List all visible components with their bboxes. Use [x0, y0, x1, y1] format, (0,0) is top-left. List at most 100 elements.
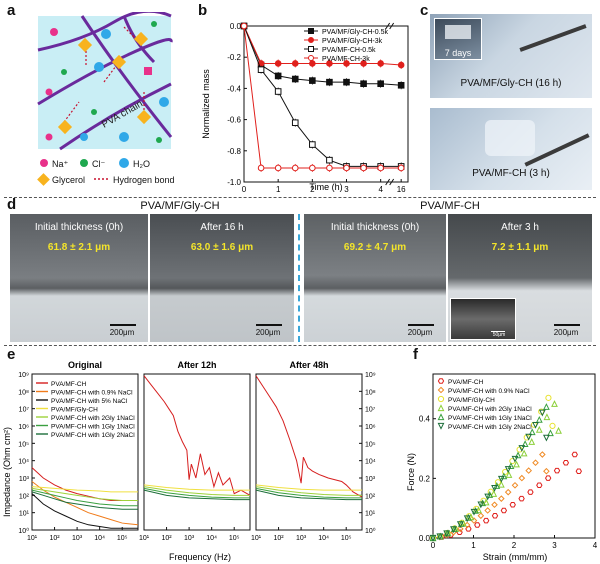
series-line — [243, 25, 402, 167]
pva-chain-line — [80, 15, 173, 138]
scale-bar — [408, 324, 434, 326]
subplot-title: Original — [68, 360, 102, 370]
inset-scale-bar — [491, 331, 505, 332]
legend-label: PVA/MF-CH with 1Gly 2NaCl — [448, 424, 532, 431]
data-point — [397, 164, 405, 172]
legend-hbond-label: Hydrogen bond — [113, 175, 175, 185]
y-tick-label: 10³ — [19, 476, 30, 483]
legend-label: PVA/MF/Gly-CH-0.5k — [322, 29, 388, 36]
data-point — [343, 78, 350, 86]
x-tick-label: 2 — [310, 185, 315, 194]
x-tick-label: 10⁵ — [341, 535, 352, 542]
data-point — [274, 72, 282, 80]
data-point — [456, 529, 463, 536]
y-tick-label: -0.8 — [227, 147, 241, 156]
x-tick-label: 1 — [471, 541, 476, 550]
data-point — [571, 451, 578, 458]
x-tick-label: 10⁵ — [117, 535, 128, 542]
impedance-curve — [31, 487, 138, 502]
data-point — [343, 60, 350, 67]
data-point — [309, 77, 316, 84]
data-point — [532, 459, 539, 467]
data-point — [528, 438, 536, 445]
axis-break-mark — [385, 22, 391, 30]
tweezer-icon — [519, 24, 587, 52]
x-tick-label: 3 — [344, 185, 349, 194]
panel-b-chart: Normalized mass Time (h) 0.0 -0.2 -0.4 -0.6… — [201, 22, 409, 194]
data-point — [309, 60, 316, 67]
legend-label: PVA/MF-CH with 1Gly 1NaCl — [51, 424, 135, 431]
chart-b-frame — [243, 25, 409, 183]
water-icon — [101, 29, 111, 39]
legend-label: PVA/MF/Gly-CH — [51, 407, 98, 414]
photo-c-top-caption: PVA/MF/Gly-CH (16 h) — [460, 78, 562, 89]
legend-marker — [437, 422, 445, 430]
photo-c-top: 7 days PVA/MF/Gly-CH (16 h) — [430, 14, 592, 98]
data-point — [360, 80, 367, 88]
axis-break-mark — [389, 22, 395, 30]
axis-break-mark — [385, 178, 391, 186]
x-tick-label: 10¹ — [139, 535, 150, 542]
chart-e-frame — [255, 373, 363, 531]
data-point — [542, 403, 550, 410]
panel-e-chart: Impedance (Ohm cm²) Frequency (Hz) Origi… — [2, 360, 376, 562]
y-tick-label: 0.0 — [419, 534, 431, 543]
water-icon — [159, 97, 169, 107]
y-tick-label: 10⁶ — [365, 424, 376, 431]
cl-ion-icon — [151, 21, 157, 27]
data-point — [360, 60, 367, 67]
legend-marker — [437, 395, 445, 403]
na-ion-icon — [50, 28, 58, 36]
legend-label: PVA/MF-CH with 1Gly 2NaCl — [51, 432, 135, 439]
impedance-curve — [143, 484, 250, 491]
scale-bar — [554, 324, 580, 326]
impedance-curve — [143, 489, 250, 501]
y-tick-label: 0.0 — [230, 22, 242, 31]
legend-marker — [437, 386, 445, 394]
data-point — [539, 451, 546, 458]
x-tick-label: 4 — [378, 185, 383, 194]
x-tick-label: 1 — [276, 185, 281, 194]
data-point — [538, 409, 546, 417]
panel-label-b: b — [198, 2, 208, 19]
legend-label: PVA/MF-CH with 2Gly 1NaCl — [51, 415, 135, 422]
data-point — [472, 506, 479, 514]
x-tick-label: 0 — [242, 185, 247, 194]
data-point — [528, 428, 536, 436]
data-point — [257, 66, 265, 73]
y-tick-label: 10³ — [365, 476, 376, 483]
data-point — [542, 434, 550, 442]
impedance-curve — [31, 486, 138, 493]
chart-e-frame — [31, 373, 139, 531]
x-tick-label: 10² — [161, 535, 172, 542]
data-point — [377, 80, 384, 88]
y-tick-label: 10⁰ — [18, 527, 29, 535]
legend-na-icon — [40, 159, 48, 167]
legend-label: PVA/MF/Gly-CH-3k — [322, 38, 383, 45]
photo-d-2-value: 63.0 ± 1.6 μm — [190, 242, 254, 253]
y-tick-label: 10⁸ — [365, 389, 376, 396]
data-point — [536, 482, 543, 489]
panel-label-c: c — [420, 2, 429, 19]
data-point — [477, 501, 485, 509]
y-tick-label: 0.2 — [419, 474, 431, 483]
data-point — [456, 521, 464, 529]
data-point — [484, 507, 491, 514]
y-tick-label: 10⁷ — [365, 407, 376, 414]
photo-d-3-scale: 200μm — [407, 328, 433, 337]
data-point — [514, 451, 522, 459]
panel-label-f: f — [413, 346, 418, 363]
legend-glycerol-icon — [37, 173, 50, 186]
data-point — [465, 526, 472, 532]
photo-c-inset-caption: 7 days — [444, 48, 472, 58]
photo-d-4-caption: After 3 h — [501, 222, 539, 233]
photo-d-1-scale: 200μm — [109, 328, 135, 337]
data-point — [518, 445, 526, 452]
data-point — [463, 515, 471, 523]
data-point — [377, 60, 384, 67]
na-ion-icon — [45, 88, 53, 96]
data-point — [509, 501, 516, 508]
data-point — [543, 413, 551, 421]
legend-label: PVA/MF-CH with 1Gly 1NaCl — [448, 415, 532, 422]
data-point — [518, 495, 525, 502]
